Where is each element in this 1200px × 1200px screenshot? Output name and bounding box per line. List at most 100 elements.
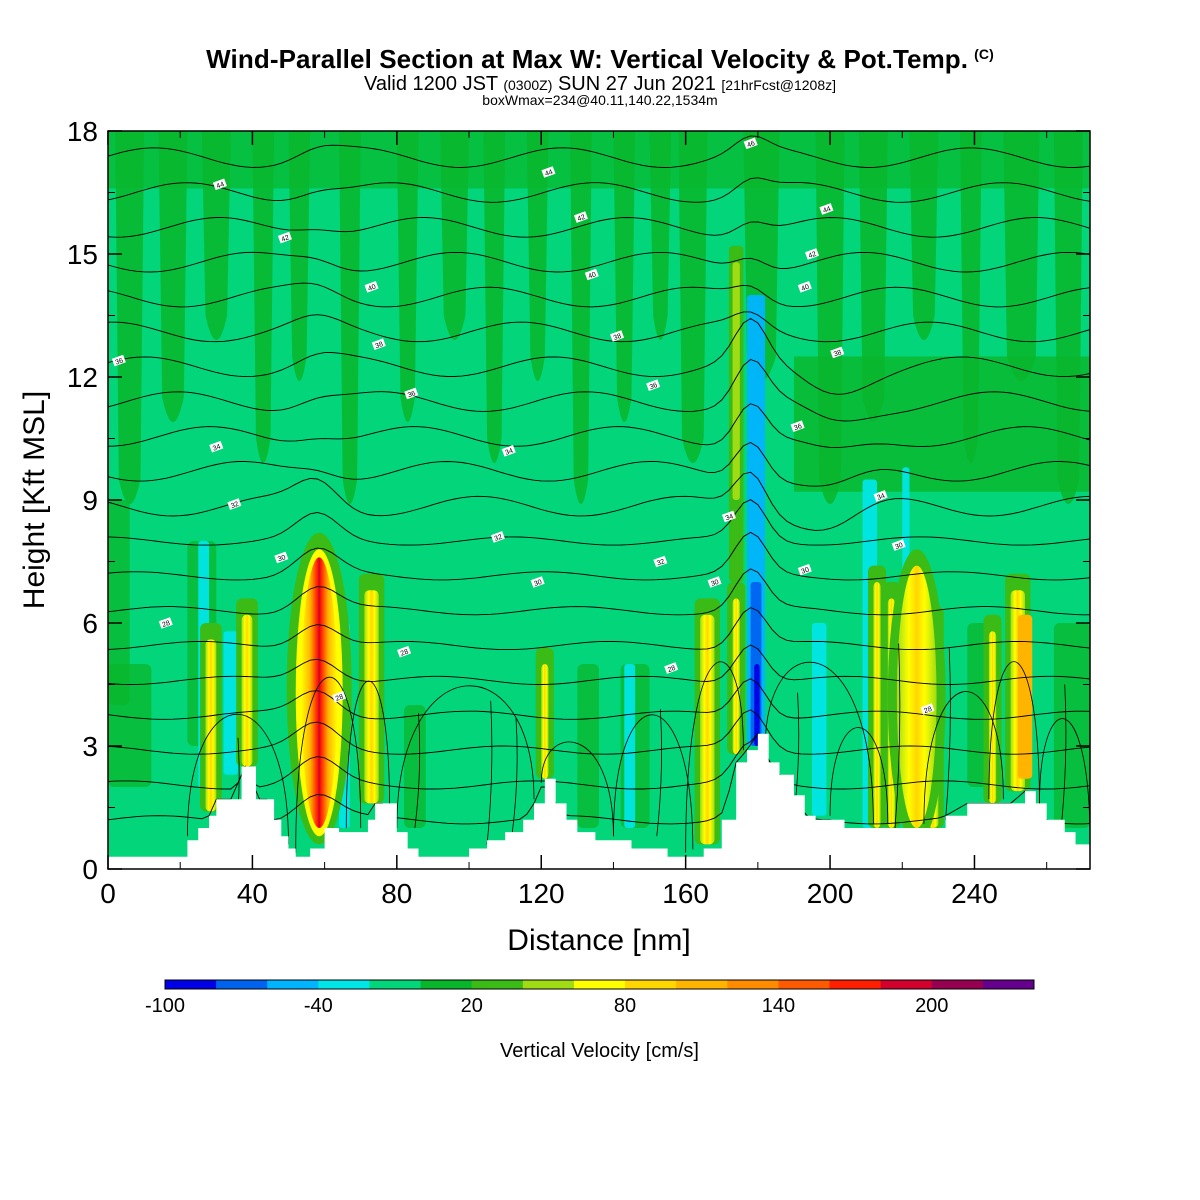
colorbar-swatch (778, 980, 831, 989)
isentrope-label-text: 36 (114, 357, 124, 366)
isentrope-line (540, 741, 614, 837)
isentrope-label: 32 (490, 531, 505, 543)
isentrope-line (613, 714, 694, 850)
colorbar-tick-label: 80 (614, 995, 636, 1017)
isentrope-label: 40 (584, 268, 599, 281)
isentrope-label: 40 (364, 280, 379, 293)
isentrope-label-box (573, 211, 588, 223)
isentrope-label-text: 34 (876, 493, 886, 502)
isentrope-line (486, 700, 493, 845)
isentrope-label: 34 (873, 490, 888, 502)
isentrope-line (656, 709, 662, 837)
isentrope-line (108, 358, 1090, 422)
isentrope-label-text: 44 (544, 169, 554, 178)
y-tick-label: 18 (67, 116, 98, 147)
isentrope-label: 34 (501, 444, 516, 457)
colorbar-swatch (216, 980, 268, 989)
colorbar-swatch (522, 980, 575, 989)
isentrope-label: 46 (743, 137, 758, 150)
isentrope-label-box (830, 346, 845, 359)
isentrope-label-box (797, 280, 812, 293)
isentrope-line (345, 680, 391, 829)
colorbar-swatch (982, 980, 1035, 989)
field-dark-band (158, 131, 188, 423)
colorbar-tick-label: -40 (304, 995, 333, 1017)
field-updraft-streak (541, 664, 549, 779)
colorbar-label: Vertical Velocity [cm/s] (500, 1040, 699, 1062)
field-downdraft-streak (812, 623, 827, 816)
colorbar-swatch (625, 980, 677, 989)
isentrope-label-text: 42 (577, 214, 587, 223)
isentrope-line (108, 607, 1090, 651)
isentrope-line (685, 661, 744, 853)
isentrope-label: 36 (111, 354, 126, 367)
isentrope-line (295, 676, 362, 853)
isentrope-label: 36 (790, 420, 805, 432)
isentrope-line (108, 644, 1090, 685)
field-dark-band (404, 705, 426, 828)
isentrope-label-text: 40 (587, 271, 597, 280)
isentrope-label: 42 (805, 248, 820, 260)
isentrope-label-box (805, 248, 820, 260)
field-updraft-streak (732, 598, 740, 755)
isentrope-label-box (743, 137, 758, 150)
field-updraft-streak (364, 590, 379, 804)
isentrope-label: 44 (541, 166, 556, 178)
colorbar-swatch (931, 980, 984, 989)
isentrope-label-text: 30 (800, 566, 810, 575)
isentrope-label-text: 38 (374, 341, 384, 350)
isentrope-label-text: 44 (822, 206, 832, 215)
isentrope-label: 42 (573, 211, 588, 223)
isentrope-label: 28 (664, 662, 679, 674)
isentrope-label-box (111, 354, 126, 367)
x-tick-label: 40 (237, 878, 268, 909)
subtitle-valid: Valid 1200 JST (363, 73, 498, 95)
isentrope-label: 30 (707, 576, 722, 588)
isentrope-label: 40 (797, 280, 812, 293)
isentrope-label-box (397, 645, 412, 658)
isentrope-label-box (158, 617, 173, 629)
field-dark-band (252, 131, 275, 464)
isentrope-line (108, 311, 1090, 343)
isentrope-label: 44 (212, 178, 227, 190)
isentrope-label-text: 28 (335, 694, 345, 703)
isentrope-label-text: 32 (230, 501, 240, 510)
field-dark-band (108, 131, 1090, 189)
isentrope-label-text: 28 (923, 706, 933, 715)
isentrope-line (108, 499, 1090, 546)
isentrope-line (511, 717, 518, 833)
field-updraft-streak (1017, 614, 1033, 779)
field-dark-band (858, 131, 888, 423)
field-dark-band (577, 664, 599, 828)
field-dark-band (108, 500, 130, 705)
colorbar-swatch (573, 980, 626, 989)
isentrope-label: 44 (819, 203, 834, 215)
isentrope-label-box (819, 203, 834, 215)
colorbar-frame (164, 979, 1035, 990)
isentrope-label-box (227, 498, 242, 510)
isentrope-label-text: 28 (400, 648, 410, 657)
isentrope-line (108, 678, 1090, 720)
isentrope-label-text: 32 (656, 558, 666, 567)
isentrope-label-text: 34 (725, 513, 735, 522)
colorbar-swatch (420, 980, 473, 989)
isentrope-label-text: 42 (281, 234, 291, 243)
chart-subtitle-box: boxWmax=234@40.11,140.22,1534m (482, 92, 718, 108)
isentrope-label-box (920, 703, 935, 715)
isentrope-line (764, 661, 874, 824)
colorbar-swatch (829, 980, 882, 989)
x-tick-label: 80 (381, 878, 412, 909)
isentrope-label-box (490, 531, 505, 543)
isentrope-line (108, 403, 1090, 449)
isentrope-label-text: 46 (746, 140, 756, 149)
isentrope-line (108, 732, 1090, 790)
isentrope-line (396, 685, 535, 829)
isentrope-label: 36 (404, 387, 419, 399)
field-dark-band (678, 131, 708, 464)
colorbar-swatch (165, 980, 217, 989)
field-updraft-streak (241, 614, 253, 767)
colorbar-swatch (471, 980, 524, 989)
x-tick-label: 240 (951, 878, 998, 909)
isentrope-label-box (610, 330, 625, 342)
